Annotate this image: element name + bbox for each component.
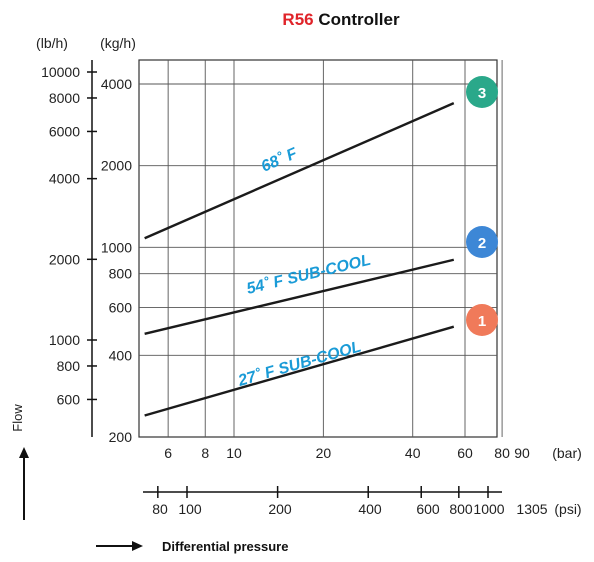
chart-title: R56 Controller [282,10,400,29]
series-badge-number: 2 [478,235,486,252]
x-tick-label: 6 [164,445,172,461]
y-tick-label: 600 [109,300,133,316]
y-alt-tick-label: 600 [57,391,81,407]
axes: 6 8 10 20 40 60 80 9020040060080010002000400060… [41,60,548,517]
y-alt-tick-label: 10000 [41,64,80,80]
flow-label: Flow [10,404,25,432]
series-badge [466,226,498,258]
x-alt-tick-label: 80 [152,501,168,517]
x-tick-label: 8 [201,445,209,461]
y-alt-tick-label: 1000 [49,332,80,348]
series-label: 54˚ F SUB-COOL [245,252,373,298]
series-badge-number: 3 [478,85,486,102]
x-alt-tick-label: 100 [178,501,202,517]
x-tick-label: 60 [457,445,473,461]
y-alt-tick-label: 4000 [49,171,80,187]
y-tick-label: 200 [109,429,133,445]
x-tick-label: 40 [405,445,421,461]
y-tick-label: 2000 [101,158,132,174]
x-alt-tick-label: 1305 [516,501,547,517]
y-tick-label: 4000 [101,76,132,92]
x-alt-tick-label: 1000 [473,501,504,517]
x-tick-label: 80 [494,445,510,461]
x-unit-label: (bar) [552,445,582,461]
x-tick-label: 20 [316,445,332,461]
grid [138,59,503,438]
x-tick-label: 90 [514,445,530,461]
pressure-arrow-head [132,541,143,551]
series-label: 68˚ F [259,145,301,176]
x-alt-tick-label: 200 [268,501,292,517]
series-lines [144,102,455,417]
x-unit-alt-label: (psi) [554,501,581,517]
x-alt-tick-label: 400 [358,501,382,517]
plot-frame [138,59,498,438]
series-badge [466,76,498,108]
y-tick-label: 400 [109,347,133,363]
series-label: 27˚ F SUB-COOL [235,338,363,390]
series-labels: 27˚ F SUB-COOL 1 54˚ F SUB-COOL 2 68˚ F 3 [235,76,498,390]
pressure-label: Differential pressure [162,539,288,554]
series-badge-number: 1 [478,313,486,330]
flow-arrow-head [19,447,29,458]
y-alt-tick-label: 2000 [49,251,80,267]
series-line [144,102,455,240]
pressure-axis-title: Differential pressure [96,539,288,554]
series-line [144,258,455,336]
x-alt-tick-label: 800 [449,501,473,517]
series-line [144,325,455,417]
flow-axis-title: Flow [10,404,29,520]
title-model: R56 [282,10,313,29]
series-badge [466,304,498,336]
x-tick-label: 10 [226,445,242,461]
y-tick-label: 1000 [101,239,132,255]
y-alt-tick-label: 6000 [49,123,80,139]
y-tick-label: 800 [109,266,133,282]
y-alt-tick-label: 8000 [49,90,80,106]
y-unit-label: (kg/h) [100,35,136,51]
y-unit-alt-label: (lb/h) [36,35,68,51]
y-alt-tick-label: 800 [57,358,81,374]
title-rest: Controller [314,10,400,29]
x-alt-tick-label: 600 [416,501,440,517]
